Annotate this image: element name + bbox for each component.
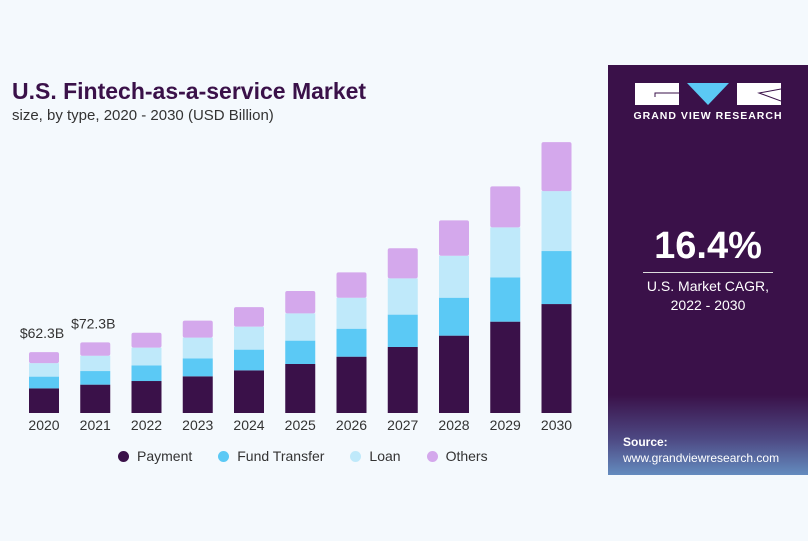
x-tick-label: 2030 bbox=[541, 417, 572, 433]
x-tick-label: 2025 bbox=[285, 417, 316, 433]
bar-segment-others-2030 bbox=[541, 142, 572, 192]
bar-segment-payment-2029 bbox=[490, 321, 521, 413]
data-label: $72.3B bbox=[71, 315, 115, 331]
bar-segment-loan-2021 bbox=[80, 355, 111, 372]
bar-segment-loan-2029 bbox=[490, 227, 521, 278]
bar-segment-others-2023 bbox=[182, 320, 213, 338]
legend-label: Payment bbox=[137, 448, 193, 464]
x-tick-label: 2020 bbox=[28, 417, 59, 433]
grid-background bbox=[608, 395, 808, 475]
bar-segment-fund-transfer-2020 bbox=[29, 376, 59, 389]
bar-segment-fund-transfer-2025 bbox=[285, 340, 316, 365]
bar-segment-fund-transfer-2022 bbox=[131, 365, 162, 382]
bar-segment-payment-2028 bbox=[439, 335, 469, 413]
x-tick-label: 2023 bbox=[182, 417, 213, 433]
bar-segment-fund-transfer-2026 bbox=[336, 328, 367, 357]
x-tick-label: 2022 bbox=[131, 417, 162, 433]
x-tick-label: 2029 bbox=[490, 417, 521, 433]
chart-title: U.S. Fintech-as-a-service Market bbox=[12, 78, 367, 104]
x-tick-label: 2024 bbox=[233, 417, 264, 433]
bar-segment-others-2025 bbox=[285, 291, 316, 314]
x-tick-label: 2021 bbox=[80, 417, 111, 433]
bar-segment-loan-2025 bbox=[285, 313, 316, 341]
bar-segment-payment-2026 bbox=[336, 356, 367, 413]
bar-segment-payment-2024 bbox=[234, 370, 264, 413]
bar-segment-others-2027 bbox=[387, 248, 418, 279]
bar-segment-fund-transfer-2029 bbox=[490, 277, 521, 322]
bar-segment-loan-2022 bbox=[131, 347, 162, 366]
bar-segment-fund-transfer-2028 bbox=[439, 297, 469, 336]
bar-segment-fund-transfer-2030 bbox=[541, 251, 572, 305]
bar-segment-payment-2020 bbox=[29, 388, 59, 413]
bar-segment-payment-2025 bbox=[285, 364, 316, 413]
legend-label: Others bbox=[445, 448, 488, 464]
bar-segment-fund-transfer-2023 bbox=[182, 358, 213, 377]
source-url[interactable]: www.grandviewresearch.com bbox=[623, 451, 780, 465]
bar-segment-loan-2027 bbox=[387, 278, 418, 315]
bar-segment-others-2022 bbox=[131, 332, 162, 348]
bar-segment-loan-2020 bbox=[29, 363, 59, 377]
legend-item: Payment bbox=[118, 448, 192, 464]
stacked-bar-chart: 2020 $62.3B 2021 $72.3B 2022 2023 2024 2025 2026… bbox=[20, 142, 572, 433]
legend-swatch bbox=[118, 450, 129, 462]
source-label: Source: bbox=[623, 435, 668, 449]
bar-segment-loan-2023 bbox=[182, 337, 213, 359]
cagr-label: U.S. Market CAGR, 2022 - 2030 bbox=[608, 277, 808, 315]
legend-swatch bbox=[218, 450, 230, 462]
bar-segment-others-2029 bbox=[490, 186, 521, 228]
bar-segment-others-2026 bbox=[336, 272, 367, 298]
bar-segment-fund-transfer-2024 bbox=[234, 349, 264, 371]
bar-segment-fund-transfer-2027 bbox=[387, 314, 418, 347]
x-tick-label: 2026 bbox=[336, 417, 367, 433]
divider bbox=[643, 272, 773, 273]
bar-segment-loan-2024 bbox=[234, 326, 264, 350]
bar-segment-fund-transfer-2021 bbox=[80, 371, 111, 385]
brand-name: GRAND VIEW RESEARCH bbox=[633, 110, 783, 122]
data-label: $62.3B bbox=[20, 325, 64, 341]
chart-subtitle: size, by type, 2020 - 2030 (USD Billion) bbox=[12, 107, 274, 124]
bar-segment-others-2020 bbox=[29, 352, 59, 364]
bar-segment-payment-2021 bbox=[80, 384, 111, 413]
cagr-label-line2: 2022 - 2030 bbox=[670, 297, 746, 313]
legend-swatch bbox=[426, 450, 438, 462]
bar-segment-payment-2027 bbox=[387, 346, 418, 413]
x-tick-label: 2028 bbox=[438, 417, 469, 433]
legend-label: Loan bbox=[369, 448, 401, 464]
legend-item: Others bbox=[426, 448, 488, 464]
x-tick-label: 2027 bbox=[387, 417, 418, 433]
bar-segment-payment-2023 bbox=[182, 376, 213, 413]
legend-item: Fund Transfer bbox=[218, 448, 324, 464]
gvr-logo bbox=[635, 83, 781, 105]
bar-segment-payment-2030 bbox=[541, 304, 572, 413]
bar-segment-others-2024 bbox=[234, 307, 264, 327]
bar-segment-loan-2026 bbox=[336, 297, 367, 329]
legend-item: Loan bbox=[350, 448, 401, 464]
cagr-label-line1: U.S. Market CAGR, bbox=[646, 278, 770, 294]
bar-segment-loan-2028 bbox=[439, 255, 469, 298]
cagr-value: 16.4% bbox=[654, 225, 762, 267]
bar-segment-payment-2022 bbox=[131, 381, 162, 413]
bar-segment-others-2028 bbox=[439, 220, 469, 256]
info-panel: GRAND VIEW RESEARCH 16.4% U.S. Market CA… bbox=[608, 65, 808, 475]
legend-label: Fund Transfer bbox=[237, 448, 325, 464]
bar-segment-loan-2030 bbox=[541, 191, 572, 252]
bar-segment-others-2021 bbox=[80, 342, 111, 356]
legend-swatch bbox=[350, 450, 362, 462]
legend: Payment Fund Transfer Loan Others bbox=[118, 448, 488, 464]
